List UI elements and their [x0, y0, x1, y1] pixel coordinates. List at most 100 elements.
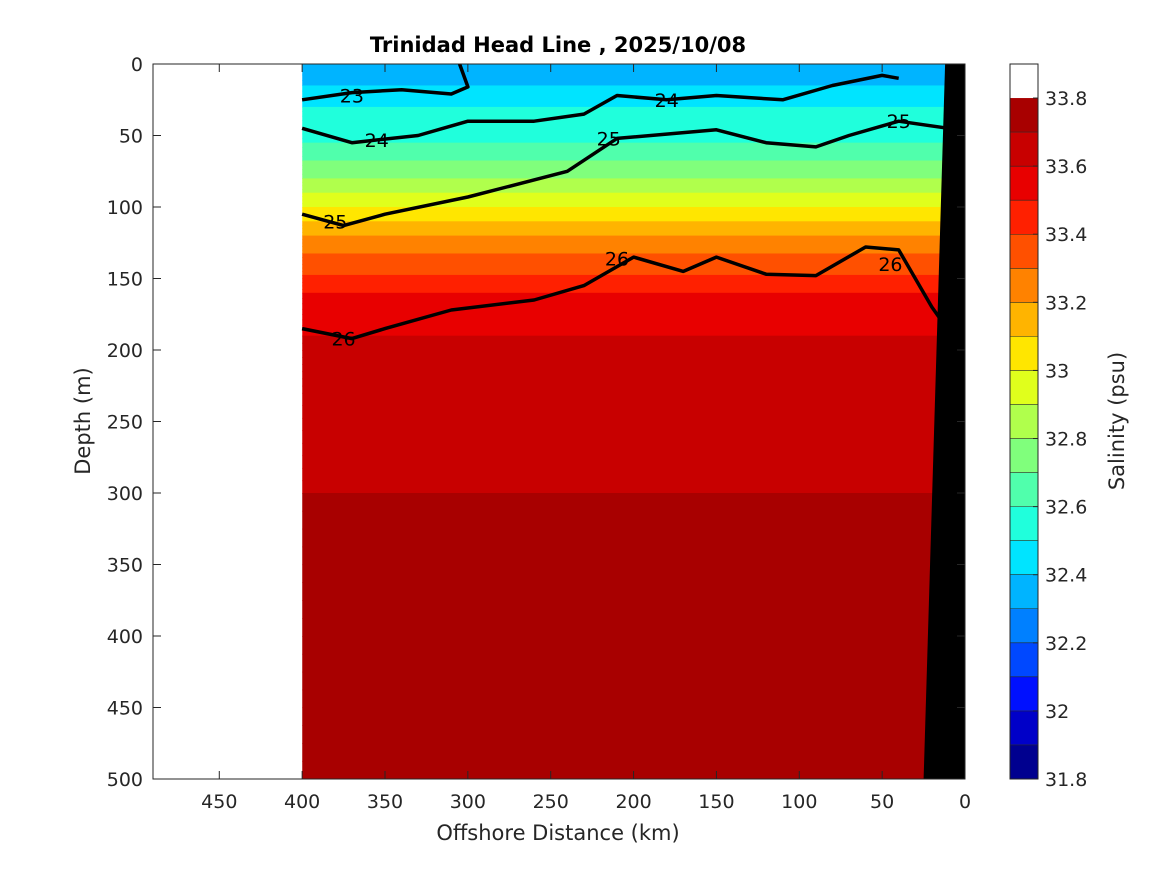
salinity-band — [302, 257, 966, 262]
salinity-band — [302, 371, 966, 380]
salinity-band — [302, 80, 966, 87]
colorbar-swatch — [1010, 438, 1038, 473]
salinity-band — [302, 298, 966, 305]
salinity-band — [302, 278, 966, 283]
salinity-band — [302, 90, 966, 97]
y-tick-label: 50 — [119, 126, 143, 148]
colorbar-swatch — [1010, 472, 1038, 507]
salinity-band — [302, 330, 966, 337]
salinity-band — [302, 124, 966, 130]
salinity-band — [302, 115, 966, 121]
salinity-band — [302, 510, 966, 530]
salinity-band — [302, 308, 966, 315]
salinity-band — [302, 239, 966, 244]
salinity-band — [302, 582, 966, 601]
colorbar-swatch — [1010, 574, 1038, 609]
chart-title: Trinidad Head Line , 2025/10/08 — [370, 33, 746, 57]
salinity-band — [302, 249, 966, 255]
salinity-band — [302, 314, 966, 321]
salinity-band — [302, 147, 966, 153]
salinity-band — [302, 181, 966, 187]
colorbar-swatch — [1010, 676, 1038, 711]
salinity-band — [302, 217, 966, 222]
density-contour-25 — [301, 119, 949, 228]
salinity-band — [302, 199, 966, 205]
colorbar-tick-label: 33.4 — [1045, 224, 1087, 246]
salinity-band — [302, 169, 966, 175]
colorbar-swatch — [1010, 540, 1038, 575]
salinity-band — [302, 111, 966, 117]
salinity-band — [302, 246, 966, 251]
salinity-band — [302, 235, 966, 240]
colorbar-tick-label: 31.8 — [1045, 769, 1087, 791]
y-tick-label: 500 — [107, 769, 143, 791]
salinity-band — [302, 210, 966, 215]
salinity-band — [302, 173, 966, 179]
salinity-band — [302, 203, 966, 208]
salinity-band — [302, 342, 966, 351]
colorbar-frame — [1009, 63, 1039, 780]
salinity-band — [302, 285, 966, 290]
density-contours — [301, 64, 949, 341]
colorbar-tick-label: 32.2 — [1045, 633, 1087, 655]
contour-label-26: 26 — [878, 254, 902, 276]
colorbar-swatch — [1010, 98, 1038, 133]
salinity-band — [302, 178, 966, 183]
salinity-band — [302, 142, 966, 148]
salinity-band — [302, 689, 966, 709]
salinity-band — [302, 189, 966, 194]
salinity-band — [302, 69, 966, 76]
salinity-band — [302, 725, 966, 744]
y-tick-label: 100 — [107, 197, 143, 219]
density-contour-26 — [301, 245, 947, 341]
salinity-band — [302, 96, 966, 103]
colorbar-tick-label: 33.2 — [1045, 292, 1087, 314]
salinity-band — [302, 600, 966, 619]
salinity-band — [302, 74, 966, 81]
colorbar-swatch — [1010, 268, 1038, 303]
salinity-band — [302, 319, 966, 326]
salinity-band — [302, 364, 966, 373]
colorbar-swatch — [1010, 370, 1038, 405]
salinity-band — [302, 292, 966, 299]
salinity-band — [302, 385, 966, 394]
y-tick-label: 300 — [107, 483, 143, 505]
colorbar-swatch — [1010, 608, 1038, 643]
contour-labels: 23 24 24 25 25 25 26 26 26 — [323, 85, 911, 350]
y-tick-label: 400 — [107, 626, 143, 648]
salinity-band — [302, 156, 966, 162]
contour-label-24: 24 — [655, 90, 679, 112]
salinity-band — [302, 357, 966, 365]
x-tick-label: 0 — [959, 791, 971, 813]
salinity-band — [302, 221, 966, 226]
salinity-band — [302, 214, 966, 219]
salinity-band — [302, 185, 966, 190]
salinity-band — [302, 196, 966, 201]
y-tick-label: 350 — [107, 555, 143, 577]
salinity-band — [302, 392, 966, 407]
salinity-band — [302, 417, 966, 432]
colorbar-swatch — [1010, 336, 1038, 371]
bathymetry-seafloor — [923, 64, 965, 779]
salinity-band — [302, 267, 966, 272]
plot-area: 23 24 24 25 25 25 26 26 26 — [152, 63, 966, 780]
salinity-band — [302, 378, 966, 387]
salinity-band — [302, 653, 966, 673]
colorbar-swatch — [1010, 166, 1038, 201]
density-contour-24 — [301, 73, 900, 145]
x-tick-label: 450 — [201, 791, 237, 813]
x-tick-label: 400 — [284, 791, 320, 813]
contour-label-23: 23 — [340, 85, 364, 107]
x-tick-label: 50 — [870, 791, 894, 813]
colorbar-swatch — [1010, 744, 1038, 779]
salinity-band — [302, 528, 966, 548]
colorbar-swatch — [1010, 506, 1038, 541]
colorbar-tick-label: 32.8 — [1045, 429, 1087, 451]
salinity-fill — [302, 64, 966, 779]
salinity-band — [302, 618, 966, 637]
salinity-band — [302, 271, 966, 276]
contour-label-24: 24 — [365, 130, 389, 152]
salinity-band — [302, 442, 966, 457]
salinity-band — [302, 106, 966, 112]
